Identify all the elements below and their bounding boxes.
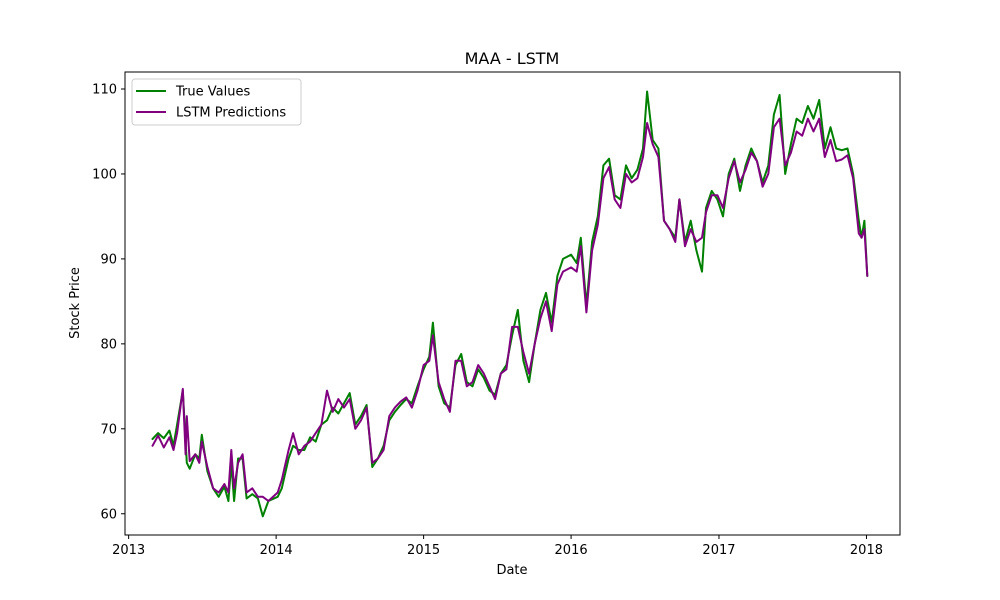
x-tick-label: 2017 <box>702 543 735 558</box>
y-axis-title: Stock Price <box>68 267 83 339</box>
y-tick-label: 100 <box>92 167 117 182</box>
legend-label: LSTM Predictions <box>176 106 286 121</box>
x-tick-label: 2016 <box>555 543 588 558</box>
x-axis-title: Date <box>496 563 527 578</box>
x-tick-label: 2015 <box>407 543 440 558</box>
x-tick-label: 2014 <box>260 543 293 558</box>
y-axis: 60 70 80 90 100 110 <box>92 82 125 522</box>
y-tick-label: 60 <box>100 507 117 522</box>
legend-box <box>131 78 302 126</box>
x-axis: 2013 2014 2015 2016 2017 2018 <box>112 535 883 558</box>
series-layer <box>151 90 869 518</box>
legend: True Values LSTM Predictions <box>131 78 302 126</box>
y-tick-label: 80 <box>100 337 117 352</box>
plot-frame <box>124 71 901 536</box>
chart-title: MAA - LSTM <box>465 49 560 68</box>
y-tick-label: 70 <box>100 422 117 437</box>
series-line-lstm-predictions <box>151 117 869 502</box>
y-tick-label: 110 <box>92 82 117 97</box>
x-tick-label: 2013 <box>112 543 145 558</box>
legend-label: True Values <box>175 85 250 100</box>
y-tick-label: 90 <box>100 252 117 267</box>
series-line-true-values <box>151 90 869 518</box>
x-tick-label: 2018 <box>850 543 883 558</box>
